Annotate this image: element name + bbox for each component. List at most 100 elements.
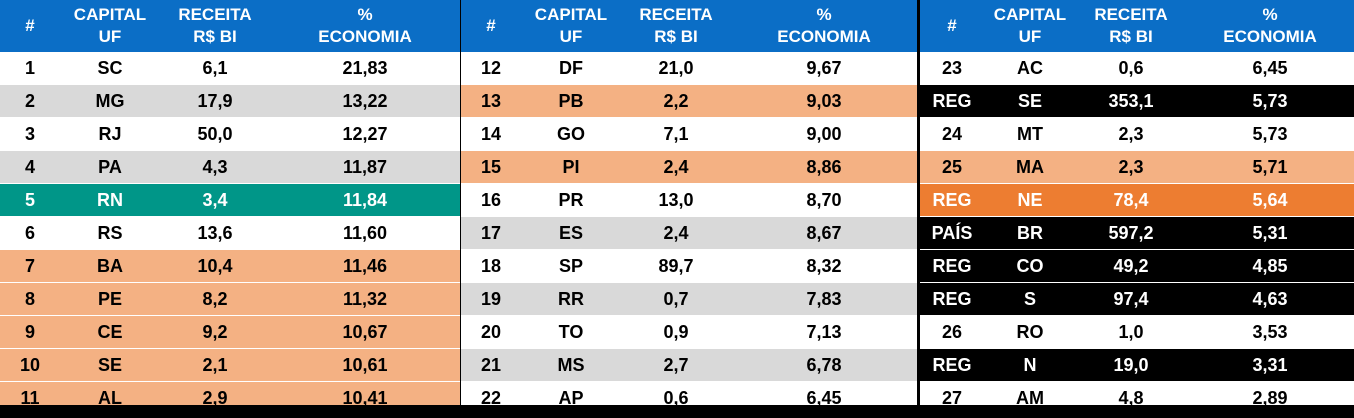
header-receita-line1: RECEITA [178, 5, 252, 24]
header-receita-line1: RECEITA [639, 5, 713, 24]
table-row: REG S 97,4 4,63 [920, 282, 1354, 316]
cell-rank: 24 [920, 117, 984, 151]
table-panel-2: # CAPITAL UF RECEITA R$ BI % ECONOMIA 12 DF 2… [461, 0, 917, 415]
cell-rank: 17 [461, 216, 521, 250]
cell-receita: 2,7 [621, 348, 731, 382]
cell-receita: 597,2 [1076, 216, 1186, 250]
cell-receita: 49,2 [1076, 249, 1186, 283]
header-receita-line2: R$ BI [1109, 27, 1153, 46]
cell-receita: 2,2 [621, 84, 731, 118]
cell-rank: REG [920, 282, 984, 316]
cell-economia: 3,31 [1186, 348, 1354, 382]
table-row: REG N 19,0 3,31 [920, 348, 1354, 382]
cell-uf: NE [984, 183, 1076, 217]
cell-uf: TO [521, 315, 621, 349]
cell-uf: RS [60, 216, 160, 250]
cell-receita: 8,2 [160, 282, 270, 316]
cell-rank: 8 [0, 282, 60, 316]
header-capital-line1: CAPITAL [534, 5, 608, 24]
cell-receita: 1,0 [1076, 315, 1186, 349]
cell-economia: 10,67 [270, 315, 460, 349]
cell-receita: 0,9 [621, 315, 731, 349]
cell-uf: N [984, 348, 1076, 382]
cell-rank: 7 [0, 249, 60, 283]
header-capital: CAPITAL UF [60, 0, 160, 52]
cell-uf: SE [984, 84, 1076, 118]
header-rank-label: # [25, 16, 35, 35]
header-receita-line2: R$ BI [193, 27, 237, 46]
header-rank: # [920, 0, 984, 52]
cell-economia: 12,27 [270, 117, 460, 151]
header-economia-line1: % [816, 5, 832, 24]
table-row: 14 GO 7,1 9,00 [461, 117, 917, 151]
header-economia-line2: ECONOMIA [318, 27, 412, 46]
table-row: 19 RR 0,7 7,83 [461, 282, 917, 316]
table-row: 23 AC 0,6 6,45 [920, 52, 1354, 85]
cell-uf: SE [60, 348, 160, 382]
table-row: REG NE 78,4 5,64 [920, 183, 1354, 217]
cell-economia: 10,61 [270, 348, 460, 382]
cell-economia: 9,67 [731, 52, 917, 85]
header-rank: # [461, 0, 521, 52]
cell-receita: 0,6 [1076, 52, 1186, 85]
table-row: 21 MS 2,7 6,78 [461, 348, 917, 382]
table-header: # CAPITAL UF RECEITA R$ BI % ECONOMIA [0, 0, 460, 52]
cell-uf: RO [984, 315, 1076, 349]
table-header: # CAPITAL UF RECEITA R$ BI % ECONOMIA [920, 0, 1354, 52]
table-row: 2 MG 17,9 13,22 [0, 84, 460, 118]
cell-uf: S [984, 282, 1076, 316]
table-row: 24 MT 2,3 5,73 [920, 117, 1354, 151]
cell-uf: RN [60, 183, 160, 217]
cell-economia: 8,70 [731, 183, 917, 217]
header-economia-line2: ECONOMIA [777, 27, 871, 46]
cell-rank: 18 [461, 249, 521, 283]
cell-receita: 2,4 [621, 150, 731, 184]
cell-economia: 21,83 [270, 52, 460, 85]
cell-uf: MS [521, 348, 621, 382]
cell-rank: REG [920, 183, 984, 217]
header-capital: CAPITAL UF [984, 0, 1076, 52]
cell-economia: 5,71 [1186, 150, 1354, 184]
cell-economia: 5,64 [1186, 183, 1354, 217]
table-row: REG SE 353,1 5,73 [920, 84, 1354, 118]
header-economia: % ECONOMIA [1186, 0, 1354, 52]
cell-economia: 11,32 [270, 282, 460, 316]
header-rank: # [0, 0, 60, 52]
table-row: 17 ES 2,4 8,67 [461, 216, 917, 250]
cell-rank: REG [920, 249, 984, 283]
cell-rank: 10 [0, 348, 60, 382]
table-row: REG CO 49,2 4,85 [920, 249, 1354, 283]
cell-rank: 20 [461, 315, 521, 349]
cell-receita: 2,3 [1076, 117, 1186, 151]
header-receita: RECEITA R$ BI [160, 0, 270, 52]
cell-uf: MA [984, 150, 1076, 184]
table-row: 18 SP 89,7 8,32 [461, 249, 917, 283]
cell-uf: AC [984, 52, 1076, 85]
ranking-table-3: # CAPITAL UF RECEITA R$ BI % ECONOMIA 23 AC 0… [920, 0, 1354, 415]
cell-economia: 4,85 [1186, 249, 1354, 283]
cell-economia: 9,03 [731, 84, 917, 118]
header-capital-line2: UF [559, 27, 583, 46]
table-row: 3 RJ 50,0 12,27 [0, 117, 460, 151]
cell-economia: 11,60 [270, 216, 460, 250]
cell-uf: PI [521, 150, 621, 184]
cell-rank: 5 [0, 183, 60, 217]
cell-rank: REG [920, 348, 984, 382]
cell-receita: 4,3 [160, 150, 270, 184]
cell-receita: 19,0 [1076, 348, 1186, 382]
cell-receita: 21,0 [621, 52, 731, 85]
cell-receita: 17,9 [160, 84, 270, 118]
cell-receita: 9,2 [160, 315, 270, 349]
cell-uf: GO [521, 117, 621, 151]
cell-rank: 14 [461, 117, 521, 151]
cell-receita: 2,4 [621, 216, 731, 250]
cell-uf: PB [521, 84, 621, 118]
cell-uf: CO [984, 249, 1076, 283]
cell-uf: RJ [60, 117, 160, 151]
cell-rank: 15 [461, 150, 521, 184]
header-receita: RECEITA R$ BI [621, 0, 731, 52]
cell-uf: SC [60, 52, 160, 85]
cell-rank: 13 [461, 84, 521, 118]
header-receita-line2: R$ BI [654, 27, 698, 46]
